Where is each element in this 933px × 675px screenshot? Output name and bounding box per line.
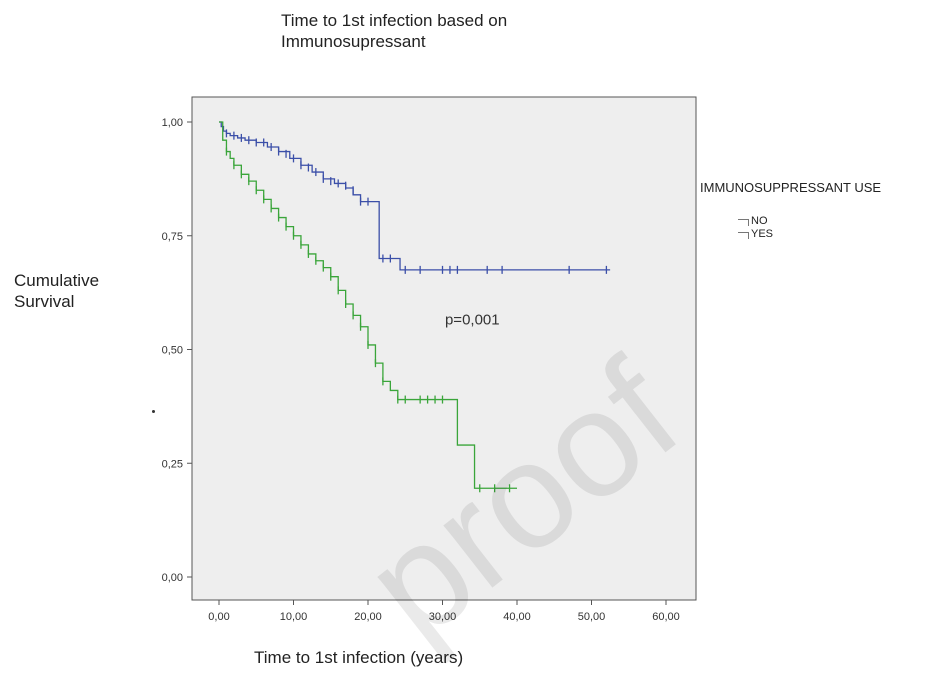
legend-label-no: NO: [751, 215, 768, 227]
legend-title: IMMUNOSUPPRESSANT USE: [700, 180, 882, 195]
y-tick-label: 0,00: [162, 572, 183, 584]
legend: NO YES: [738, 215, 773, 241]
y-tick-label: 0,25: [162, 458, 183, 470]
y-tick-label: 1,00: [162, 117, 183, 129]
p-value-annotation: p=0,001: [445, 311, 500, 328]
legend-item-yes: YES: [738, 228, 773, 241]
x-tick-label: 30,00: [429, 611, 457, 623]
y-tick-label: 0,50: [162, 345, 183, 357]
plot-area: [191, 96, 697, 601]
x-tick-label: 10,00: [280, 611, 308, 623]
chart-title: Time to 1st infection based on Immunosup…: [281, 11, 508, 51]
axes: 0,00 10,00 20,00 30,00 40,00 50,00 60,00 0,00 0,…: [162, 117, 680, 623]
series-layer: [219, 121, 611, 493]
x-tick-label: 0,00: [208, 611, 229, 623]
legend-swatch-no: [738, 219, 749, 226]
x-tick-label: 50,00: [578, 611, 606, 623]
y-tick-label: 0,75: [162, 231, 183, 243]
y-axis-label: Cumulative Survival: [14, 271, 100, 311]
legend-swatch-yes: [738, 232, 749, 239]
series-line-no: [219, 121, 611, 271]
legend-item-no: NO: [738, 215, 773, 228]
x-tick-label: 20,00: [354, 611, 382, 623]
legend-label-yes: YES: [751, 228, 774, 240]
stray-dot: [152, 410, 155, 413]
x-tick-label: 40,00: [503, 611, 531, 623]
x-tick-label: 60,00: [652, 611, 680, 623]
x-axis-label: Time to 1st infection (years): [254, 648, 464, 667]
